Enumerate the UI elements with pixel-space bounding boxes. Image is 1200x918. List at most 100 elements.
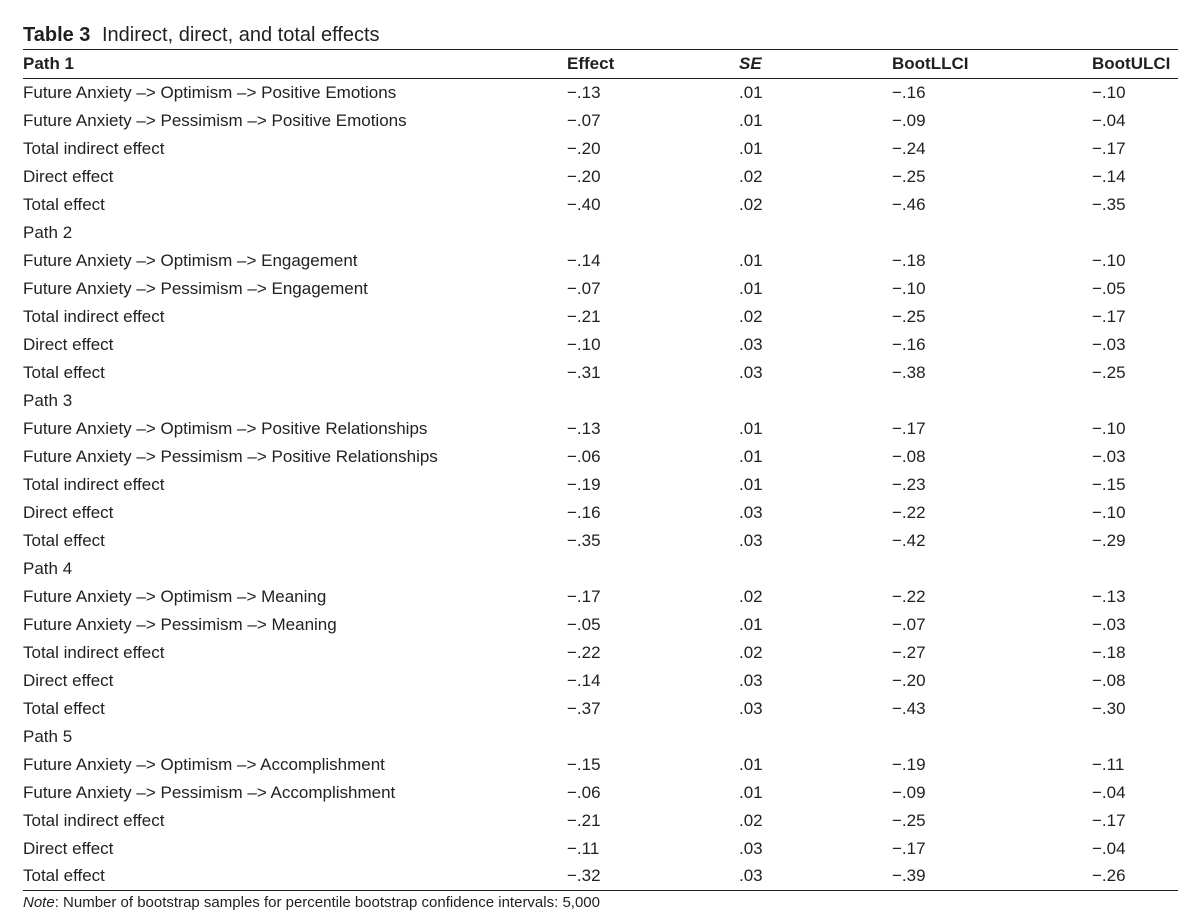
cell-bootulci (1092, 387, 1178, 415)
effects-table: Path 1 Effect SE BootLLCI BootULCI Futur… (23, 49, 1178, 891)
cell-bootllci: −.16 (892, 334, 926, 354)
table-row: Total effect −.40 .02 −.46 −.35 (23, 191, 1178, 219)
cell-label: Future Anxiety –> Optimism –> Accomplish… (23, 754, 385, 774)
table-note: Note: Number of bootstrap samples for pe… (23, 892, 600, 914)
table-row: Direct effect −.16 .03 −.22 −.10 (23, 499, 1178, 527)
cell-label: Future Anxiety –> Pessimism –> Positive … (23, 446, 438, 466)
cell-bootllci: −.42 (892, 530, 926, 550)
cell-effect: −.05 (567, 614, 601, 634)
cell-se: .01 (739, 278, 763, 298)
cell-bootulci: −.18 (1092, 642, 1126, 662)
cell-label: Total effect (23, 530, 105, 550)
column-header-effect: Effect (567, 49, 739, 79)
cell-effect: −.20 (567, 138, 601, 158)
cell-effect: −.13 (567, 82, 601, 102)
cell-effect: −.06 (567, 446, 601, 466)
cell-bootulci (1092, 723, 1178, 751)
cell-bootllci: −.07 (892, 614, 926, 634)
cell-bootllci: −.17 (892, 418, 926, 438)
cell-label: Future Anxiety –> Pessimism –> Engagemen… (23, 278, 368, 298)
table-header: Path 1 Effect SE BootLLCI BootULCI (23, 49, 1178, 79)
cell-label: Total effect (23, 194, 105, 214)
cell-bootllci (892, 555, 1092, 583)
cell-se: .01 (739, 446, 763, 466)
cell-se: .01 (739, 474, 763, 494)
cell-se: .02 (739, 166, 763, 186)
cell-label: Total indirect effect (23, 306, 165, 326)
cell-bootllci: −.18 (892, 250, 926, 270)
cell-bootulci (1092, 219, 1178, 247)
cell-bootulci: −.17 (1092, 810, 1126, 830)
cell-se (739, 723, 892, 751)
cell-effect: −.21 (567, 306, 601, 326)
cell-label: Total indirect effect (23, 642, 165, 662)
table-row: Direct effect −.14 .03 −.20 −.08 (23, 667, 1178, 695)
cell-label: Total effect (23, 362, 105, 382)
table-row: Future Anxiety –> Optimism –> Positive E… (23, 79, 1178, 107)
cell-bootulci: −.03 (1092, 446, 1126, 466)
cell-bootllci: −.43 (892, 698, 926, 718)
cell-bootulci: −.30 (1092, 698, 1126, 718)
table-row: Direct effect −.20 .02 −.25 −.14 (23, 163, 1178, 191)
cell-bootllci: −.17 (892, 838, 926, 858)
cell-label: Path 2 (23, 222, 73, 242)
table-row: Future Anxiety –> Pessimism –> Engagemen… (23, 275, 1178, 303)
cell-se: .01 (739, 110, 763, 130)
cell-se: .03 (739, 862, 892, 891)
table-row: Future Anxiety –> Pessimism –> Meaning −.… (23, 611, 1178, 639)
cell-label: Future Anxiety –> Optimism –> Meaning (23, 586, 327, 606)
column-header-se: SE (739, 49, 892, 79)
cell-label: Total indirect effect (23, 474, 165, 494)
cell-bootulci: −.05 (1092, 278, 1126, 298)
cell-se (739, 555, 892, 583)
note-label: Note (23, 894, 55, 911)
cell-bootulci: −.10 (1092, 82, 1126, 102)
cell-bootllci: −.09 (892, 782, 926, 802)
table-title: Table 3 Indirect, direct, and total effe… (23, 20, 380, 50)
cell-bootulci: −.10 (1092, 502, 1126, 522)
cell-bootulci (1092, 555, 1178, 583)
cell-effect: −.31 (567, 362, 601, 382)
cell-bootulci: −.13 (1092, 586, 1126, 606)
cell-bootulci: −.17 (1092, 138, 1126, 158)
table-row: Future Anxiety –> Pessimism –> Positive … (23, 443, 1178, 471)
table-row: Total effect −.32.03 −.39 −.26 (23, 862, 1178, 891)
cell-bootllci (892, 387, 1092, 415)
cell-effect: −.16 (567, 502, 601, 522)
cell-bootulci: −.04 (1092, 110, 1126, 130)
cell-se (739, 219, 892, 247)
cell-se: .02 (739, 810, 763, 830)
note-text: : Number of bootstrap samples for percen… (54, 894, 600, 911)
table-row: Direct effect −.11 .03 −.17 −.04 (23, 835, 1178, 863)
cell-bootllci: −.22 (892, 586, 926, 606)
cell-label: Future Anxiety –> Optimism –> Positive R… (23, 418, 428, 438)
cell-se: .02 (739, 586, 763, 606)
cell-label: Direct effect (23, 166, 114, 186)
cell-bootulci: −.17 (1092, 306, 1126, 326)
cell-se: .02 (739, 194, 763, 214)
table-row: Future Anxiety –> Optimism –> Engagement… (23, 247, 1178, 275)
cell-se: .03 (739, 362, 763, 382)
cell-effect: −.07 (567, 278, 601, 298)
table-body: Future Anxiety –> Optimism –> Positive E… (23, 79, 1178, 891)
cell-bootllci: −.46 (892, 194, 926, 214)
cell-effect: −.17 (567, 586, 601, 606)
cell-bootllci: −.20 (892, 670, 926, 690)
cell-label: Direct effect (23, 670, 114, 690)
table-row: Future Anxiety –> Optimism –> Positive R… (23, 415, 1178, 443)
cell-se: .03 (739, 502, 763, 522)
cell-se: .01 (739, 754, 763, 774)
cell-effect: −.32 (567, 862, 739, 891)
table-row: Total indirect effect −.19 .01 −.23 −.15 (23, 471, 1178, 499)
cell-bootllci: −.23 (892, 474, 926, 494)
cell-se: .01 (739, 82, 763, 102)
cell-se: .03 (739, 670, 763, 690)
cell-label: Path 5 (23, 726, 73, 746)
cell-bootulci: −.04 (1092, 838, 1126, 858)
cell-bootulci: −.15 (1092, 474, 1126, 494)
cell-se: .03 (739, 530, 763, 550)
cell-effect (567, 387, 739, 415)
cell-bootulci: −.35 (1092, 194, 1126, 214)
cell-bootllci: −.25 (892, 166, 926, 186)
section-row: Path 5 (23, 723, 1178, 751)
